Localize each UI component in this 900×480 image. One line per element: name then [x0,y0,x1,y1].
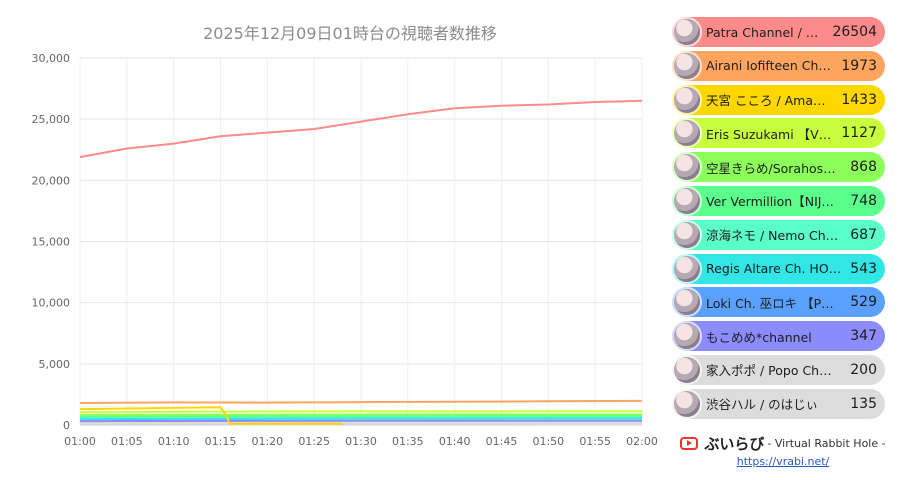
x-tick-label: 01:10 [158,435,190,448]
legend-viewer-count: 868 [850,159,877,176]
series-line [79,399,643,404]
legend-item[interactable]: Patra Channel / … 26504 [672,17,885,47]
x-tick-label: 01:05 [111,435,143,448]
legend-item[interactable]: 渋谷ハル / のはじぃ 135 [672,388,885,419]
x-tick-label: 01:40 [439,435,471,448]
avatar [674,187,700,214]
series-line [79,99,643,159]
x-tick-label: 01:50 [532,435,564,448]
legend-viewer-count: 687 [850,226,877,243]
avatar [674,323,700,350]
series-line [79,410,642,414]
legend-viewer-count: 1127 [841,125,877,142]
series-line [79,406,343,425]
legend-viewer-count: 543 [850,260,877,277]
avatar [674,19,700,45]
legend-item[interactable]: 天宮 こころ / Ama… 1433 [672,84,885,115]
chart-title: 2025年12月09日01時台の視聴者数推移 [203,24,497,43]
legend-item[interactable]: Loki Ch. 巫ロキ 【P… 529 [672,287,885,318]
legend-channel-name: Patra Channel / … [706,24,819,40]
legend-channel-name: Eris Suzukami 【V… [706,126,832,142]
legend-viewer-count: 748 [850,192,877,209]
legend-viewer-count: 135 [850,395,877,412]
avatar [674,154,700,181]
legend-channel-name: 涼海ネモ / Nemo Ch… [706,228,839,244]
line-chart: 0 5,000 10,000 15,000 20,000 25,000 30,000 01:0… [32,52,658,448]
y-tick-label: 30,000 [32,52,71,65]
chart-area: 2025年12月09日01時台の視聴者数推移 0 5,000 10,000 15,00… [32,24,658,448]
legend-viewer-count: 26504 [832,24,877,40]
avatar [674,255,700,282]
y-tick-label: 5,000 [39,358,71,371]
avatar [674,52,700,79]
series-line [79,417,642,420]
legend-channel-name: 家入ポポ / Popo Ch… [706,363,832,379]
legend-channel-name: 空星きらめ/Sorahos… [706,160,836,176]
y-tick-label: 25,000 [32,113,71,126]
footer-brand-line: ぶいらび - Virtual Rabbit Hole - [672,432,894,454]
avatar [674,390,700,417]
footer-link[interactable]: https://vrabi.net/ [736,455,830,468]
legend-item[interactable]: 涼海ネモ / Nemo Ch… 687 [672,219,885,250]
avatar [674,356,700,383]
legend-item[interactable]: Airani Iofifteen Ch… 1973 [672,50,885,81]
avatar [674,221,700,248]
x-tick-label: 01:00 [64,435,96,448]
avatar [674,289,700,316]
series-line [79,413,642,416]
legend-viewer-count: 1433 [841,91,877,108]
footer-brand: ぶいらび [704,434,765,453]
x-tick-label: 01:45 [486,435,518,448]
legend-channel-name: Regis Altare Ch. HO… [706,261,842,277]
legend-item[interactable]: Regis Altare Ch. HO… 543 [672,253,885,284]
legend-viewer-count: 529 [850,294,877,311]
legend-item[interactable]: もこめめ*channel 347 [672,321,885,352]
legend-item[interactable]: Eris Suzukami 【V… 1127 [672,118,885,149]
y-tick-label: 20,000 [32,174,71,187]
legend: Patra Channel / … 26504 Airani Iofifteen C… [672,17,885,439]
x-tick-label: 01:30 [345,435,377,448]
legend-viewer-count: 1973 [841,57,877,74]
series-line [79,414,643,418]
youtube-play-icon [680,436,699,450]
x-tick-label: 01:55 [579,435,611,448]
legend-channel-name: もこめめ*channel [706,329,812,345]
legend-viewer-count: 200 [850,361,877,378]
y-tick-label: 0 [63,419,70,432]
y-tick-label: 10,000 [32,297,71,310]
legend-channel-name: Loki Ch. 巫ロキ 【P… [706,295,834,311]
y-tick-label: 15,000 [32,236,71,249]
x-tick-label: 01:25 [298,435,330,448]
legend-channel-name: Airani Iofifteen Ch… [706,58,831,74]
legend-channel-name: Ver Vermillion【NIJ… [706,194,834,210]
legend-channel-name: 天宮 こころ / Ama… [706,93,826,109]
legend-channel-name: 渋谷ハル / のはじぃ [706,397,819,413]
legend-item[interactable]: 空星きらめ/Sorahos… 868 [672,152,885,183]
avatar [674,120,700,147]
footer-subtitle: - Virtual Rabbit Hole - [767,436,886,450]
x-tick-label: 01:35 [392,435,424,448]
footer: ぶいらび - Virtual Rabbit Hole - https://vra… [672,432,894,476]
legend-viewer-count: 347 [850,328,877,345]
x-tick-label: 01:20 [251,435,283,448]
x-tick-label: 01:15 [205,435,237,448]
legend-item[interactable]: Ver Vermillion【NIJ… 748 [672,185,885,216]
avatar [674,86,700,113]
x-tick-label: 02:00 [626,435,658,448]
legend-item[interactable]: 家入ポポ / Popo Ch… 200 [672,354,885,385]
